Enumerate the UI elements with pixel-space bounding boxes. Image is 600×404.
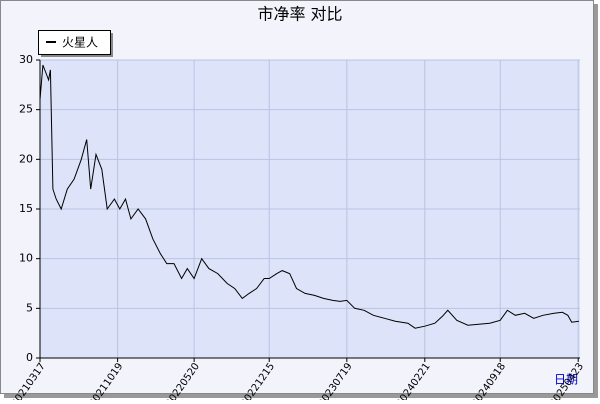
y-tick-label: 25 <box>19 103 33 116</box>
x-axis-label: 日期 <box>554 373 578 387</box>
y-tick-label: 10 <box>19 252 33 265</box>
y-tick-label: 5 <box>26 301 33 314</box>
line <box>39 64 579 329</box>
y-tick-label: 30 <box>19 53 33 66</box>
y-tick-label: 15 <box>19 202 33 215</box>
y-tick-label: 20 <box>19 152 33 165</box>
chart-title: 市净率 对比 <box>257 5 342 24</box>
y-tick-label: 0 <box>26 351 33 364</box>
legend-label: 火星人 <box>62 36 98 50</box>
